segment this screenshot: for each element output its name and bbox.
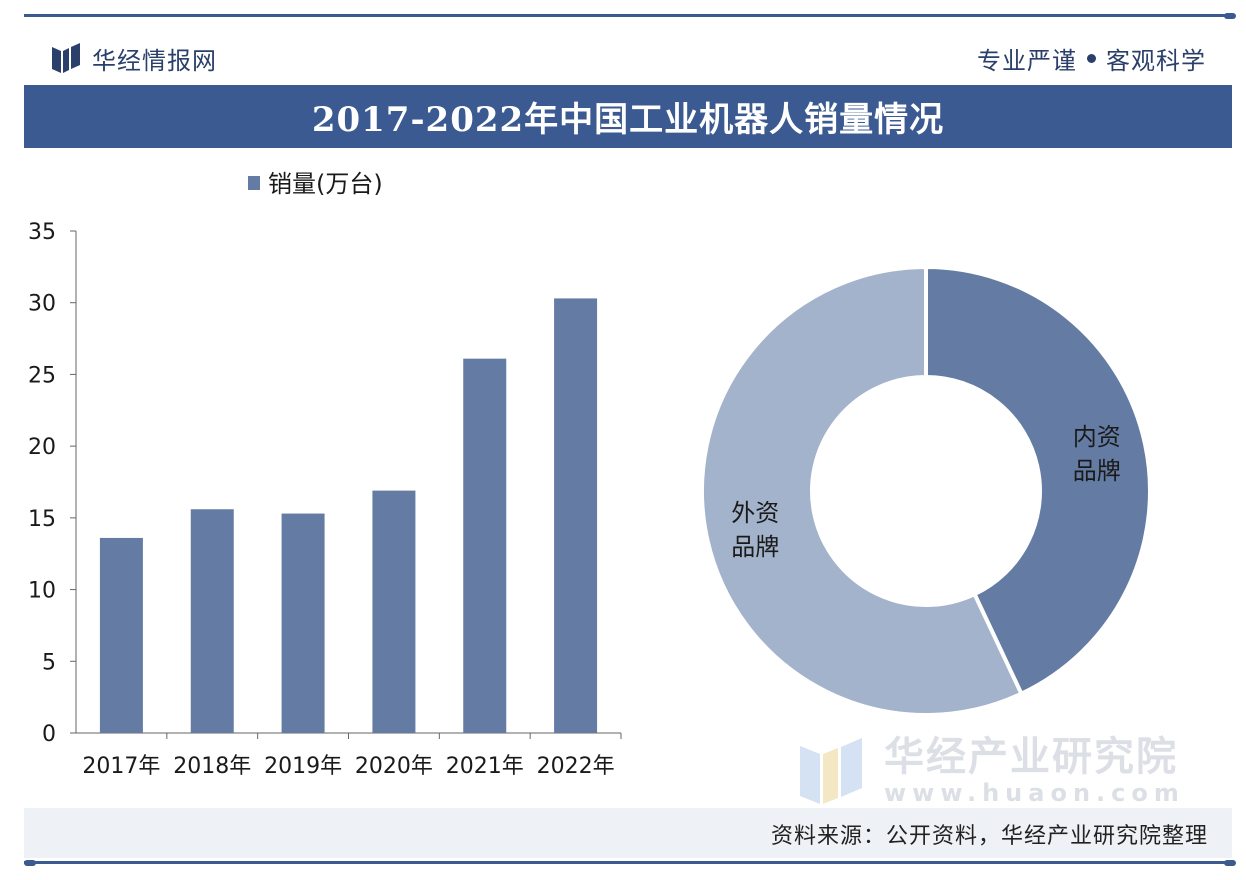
bottom-frame-line (24, 861, 1232, 864)
bar-2017年 (99, 537, 143, 733)
legend-label: 销量(万台) (268, 170, 383, 198)
donut-slice-外资品牌 (700, 264, 1025, 717)
bar-2020年 (372, 490, 416, 733)
x-tick-label: 2019年 (264, 754, 342, 779)
y-tick-label: 5 (42, 650, 56, 675)
y-tick-label: 25 (28, 363, 56, 388)
bar-2019年 (281, 513, 325, 733)
brand: 华经情报网 (52, 38, 217, 78)
watermark: 华经产业研究院 www.huaon.com (800, 735, 1185, 807)
y-tick-label: 35 (28, 220, 56, 245)
brand-logo-icon (52, 43, 80, 73)
x-tick-label: 2017年 (82, 754, 160, 779)
donut-label-line2: 品牌 (731, 533, 779, 561)
motto-separator-dot (1087, 53, 1096, 63)
x-tick-label: 2022年 (537, 754, 615, 779)
bar-2021年 (463, 358, 507, 733)
source-note: 资料来源：公开资料，华经产业研究院整理 (770, 824, 1208, 849)
footer: 资料来源：公开资料，华经产业研究院整理 (24, 808, 1232, 858)
donut-label-line1: 内资 (1073, 423, 1121, 451)
bar-2018年 (190, 509, 234, 733)
top-frame-dot (1224, 13, 1236, 19)
y-tick-label: 15 (28, 507, 56, 532)
motto-left: 专业严谨 (977, 46, 1077, 75)
x-tick-label: 2018年 (173, 754, 251, 779)
watermark-logo-icon (800, 738, 862, 804)
x-tick-label: 2020年 (355, 754, 433, 779)
bottom-frame-dot-left (24, 860, 36, 866)
motto: 专业严谨 客观科学 (977, 38, 1206, 78)
bar-chart: 销量(万台) 0 5 10 15 20 25 30 35 2017年 2018年 2019年 2020年… (28, 170, 622, 779)
legend-swatch (248, 176, 260, 190)
top-frame-line (24, 14, 1232, 17)
x-tick-label: 2021年 (446, 754, 524, 779)
watermark-url: www.huaon.com (884, 779, 1185, 807)
title-bar: 2017-2022年中国工业机器人销量情况 (24, 85, 1232, 148)
y-tick-label: 0 (42, 722, 56, 747)
donut-slice-内资品牌 (924, 264, 1152, 697)
y-tick-label: 10 (28, 579, 56, 604)
donut-label-line1: 外资 (731, 499, 779, 527)
watermark-name: 华经产业研究院 (884, 734, 1178, 780)
donut-label-line2: 品牌 (1073, 457, 1121, 485)
y-tick-label: 30 (28, 292, 56, 317)
brand-name: 华经情报网 (92, 46, 217, 75)
chart-title: 2017-2022年中国工业机器人销量情况 (311, 100, 945, 140)
bottom-frame-dot-right (1224, 860, 1236, 866)
motto-right: 客观科学 (1106, 46, 1206, 75)
bar-2022年 (554, 298, 598, 733)
y-tick-label: 20 (28, 435, 56, 460)
